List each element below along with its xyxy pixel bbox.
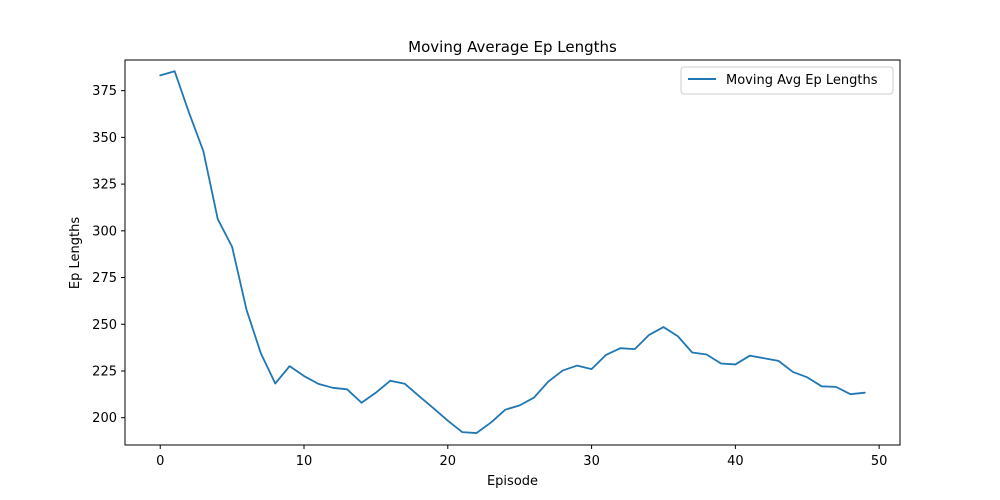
- x-tick-label: 40: [727, 454, 744, 469]
- y-tick-label: 300: [92, 224, 117, 239]
- axis-ticks: 0 10 20 30 40 50 200 225 250 275 300 325 350 375: [92, 84, 887, 469]
- x-tick-label: 50: [871, 454, 888, 469]
- x-tick-label: 10: [296, 454, 313, 469]
- x-tick-label: 0: [156, 454, 164, 469]
- y-tick-label: 200: [92, 411, 117, 426]
- legend-box: [680, 66, 894, 95]
- series-layer: [159, 70, 866, 434]
- x-axis-label: Episode: [487, 474, 538, 489]
- series-line: [159, 70, 866, 434]
- plot-border: [124, 59, 901, 446]
- x-tick-label: 30: [583, 454, 600, 469]
- legend: Moving Avg Ep Lengths: [680, 66, 894, 95]
- plot-area: [124, 59, 901, 446]
- legend-label: Moving Avg Ep Lengths: [726, 73, 878, 88]
- y-tick-label: 350: [92, 131, 117, 146]
- y-tick-label: 225: [92, 364, 117, 379]
- y-tick-label: 250: [92, 318, 117, 333]
- y-tick-label: 325: [92, 178, 117, 193]
- x-tick-label: 20: [440, 454, 457, 469]
- y-axis-label: Ep Lengths: [68, 217, 83, 289]
- y-tick-label: 275: [92, 271, 117, 286]
- y-tick-label: 375: [92, 84, 117, 99]
- chart-title: Moving Average Ep Lengths: [408, 38, 617, 56]
